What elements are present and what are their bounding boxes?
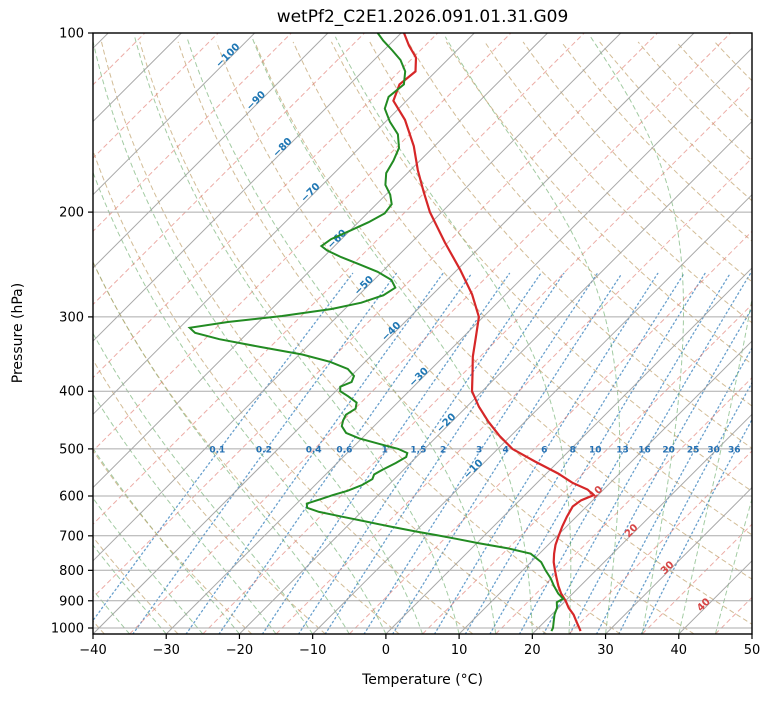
svg-text:0.4: 0.4 (306, 446, 322, 456)
svg-text:3: 3 (476, 446, 482, 456)
svg-text:10: 10 (589, 446, 602, 456)
svg-text:300: 300 (59, 310, 84, 325)
svg-text:−40: −40 (79, 643, 106, 658)
svg-text:−50: −50 (352, 274, 376, 298)
svg-text:−10: −10 (299, 643, 326, 658)
svg-text:16: 16 (638, 446, 651, 456)
svg-text:−30: −30 (153, 643, 180, 658)
svg-text:0.1: 0.1 (209, 446, 225, 456)
svg-text:700: 700 (59, 529, 84, 544)
svg-text:−90: −90 (245, 89, 269, 113)
svg-text:1.5: 1.5 (410, 446, 426, 456)
y-axis-label: Pressure (hPa) (10, 282, 26, 384)
svg-text:40: 40 (695, 596, 713, 614)
svg-text:−10: −10 (462, 458, 486, 482)
svg-text:500: 500 (59, 442, 84, 457)
svg-text:0.6: 0.6 (336, 446, 352, 456)
svg-text:30: 30 (659, 559, 677, 577)
x-axis-label: Temperature (°C) (362, 672, 483, 688)
svg-text:200: 200 (59, 206, 84, 221)
svg-text:4: 4 (502, 446, 508, 456)
svg-text:20: 20 (524, 643, 541, 658)
svg-text:0: 0 (382, 643, 390, 658)
svg-text:1: 1 (382, 446, 388, 456)
svg-text:−70: −70 (299, 181, 323, 205)
svg-text:8: 8 (570, 446, 576, 456)
svg-text:0.2: 0.2 (256, 446, 272, 456)
svg-text:100: 100 (59, 27, 84, 42)
svg-text:50: 50 (744, 643, 761, 658)
svg-text:36: 36 (728, 446, 741, 456)
svg-text:40: 40 (671, 643, 688, 658)
svg-text:−20: −20 (226, 643, 253, 658)
svg-text:30: 30 (597, 643, 614, 658)
svg-text:900: 900 (59, 594, 84, 609)
svg-text:25: 25 (687, 446, 700, 456)
svg-text:30: 30 (707, 446, 720, 456)
svg-text:800: 800 (59, 564, 84, 579)
svg-text:2: 2 (440, 446, 446, 456)
svg-text:13: 13 (616, 446, 629, 456)
svg-text:20: 20 (662, 446, 675, 456)
svg-text:−80: −80 (271, 136, 295, 160)
svg-text:6: 6 (541, 446, 547, 456)
svg-text:20: 20 (623, 522, 641, 540)
svg-text:400: 400 (59, 385, 84, 400)
svg-text:−30: −30 (407, 366, 431, 390)
chart-title: wetPf2_C2E1.2026.091.01.31.G09 (276, 7, 569, 27)
svg-text:1000: 1000 (51, 622, 84, 637)
svg-text:−20: −20 (435, 412, 459, 436)
svg-text:600: 600 (59, 490, 84, 505)
svg-text:10: 10 (451, 643, 468, 658)
